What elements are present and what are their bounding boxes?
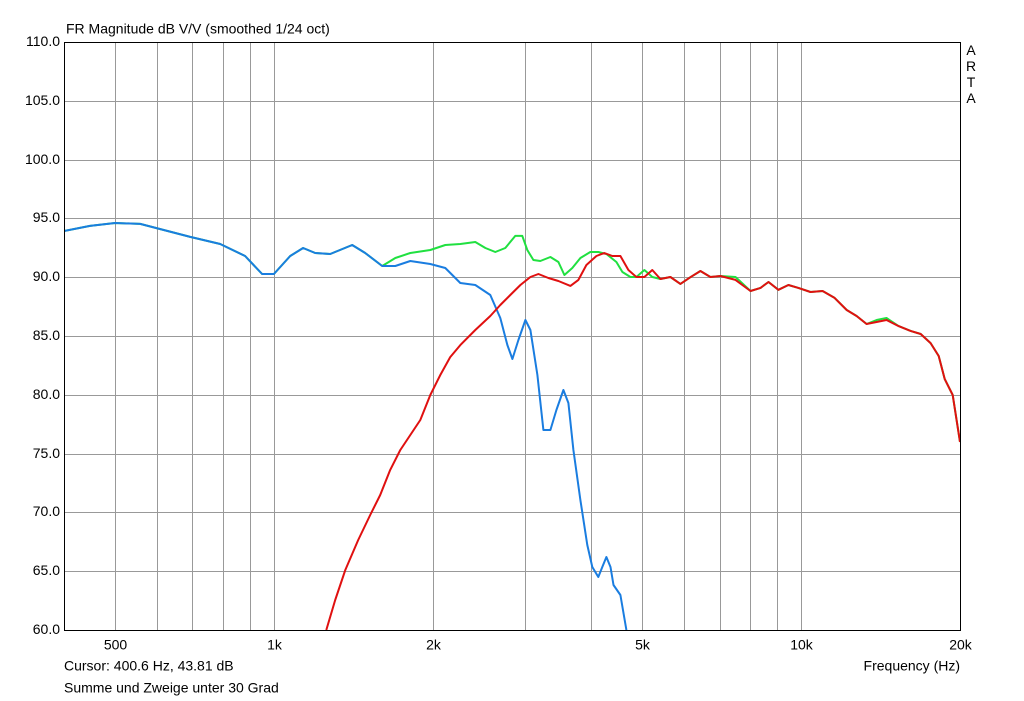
note: Summe und Zweige unter 30 Grad xyxy=(64,680,279,696)
y-tick-label: 80.0 xyxy=(33,386,60,402)
series-line xyxy=(64,222,960,443)
y-tick-label: 105.0 xyxy=(25,92,60,108)
x-tick-label: 500 xyxy=(104,637,128,653)
brand: ARTA xyxy=(963,42,979,106)
x-tick-label: 5k xyxy=(635,637,651,653)
x-tick-label: 10k xyxy=(790,637,814,653)
chart-title: FR Magnitude dB V/V (smoothed 1/24 oct) xyxy=(66,21,330,37)
cursor-readout: Cursor: 400.6 Hz, 43.81 dB xyxy=(64,658,234,674)
y-tick-label: 100.0 xyxy=(25,151,60,167)
y-tick-label: 65.0 xyxy=(33,562,60,578)
x-tick-label: 1k xyxy=(267,637,283,653)
y-tick-label: 90.0 xyxy=(33,268,60,284)
y-tick-label: 85.0 xyxy=(33,327,60,343)
x-tick-label: 2k xyxy=(426,637,442,653)
plot-frame xyxy=(64,42,961,631)
x-tick-label: 20k xyxy=(949,637,973,653)
y-tick-label: 60.0 xyxy=(33,621,60,637)
y-tick-label: 70.0 xyxy=(33,503,60,519)
y-tick-label: 95.0 xyxy=(33,209,60,225)
y-tick-label: 110.0 xyxy=(26,33,60,49)
series-line xyxy=(325,252,960,630)
y-tick-label: 75.0 xyxy=(33,445,60,461)
x-axis-label: Frequency (Hz) xyxy=(864,658,960,674)
series-line xyxy=(64,222,628,630)
